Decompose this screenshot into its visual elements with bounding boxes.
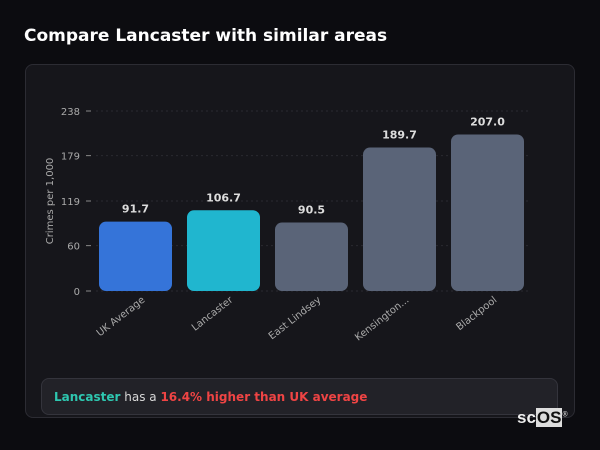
bar — [275, 222, 348, 291]
scos-logo: scOS® — [517, 408, 568, 427]
comparison-value: 16.4% higher than UK average — [160, 390, 368, 404]
y-tick-label: 119 — [61, 197, 80, 208]
area-name: Lancaster — [54, 390, 121, 404]
x-tick-label: Blackpool — [454, 295, 499, 333]
comparison-note: Lancaster has a 16.4% higher than UK ave… — [41, 378, 558, 415]
y-axis-label: Crimes per 1,000 — [45, 158, 56, 245]
y-tick-label: 238 — [61, 107, 80, 118]
note-text: has a — [120, 390, 161, 404]
data-label: 90.5 — [298, 204, 325, 217]
bar — [451, 134, 524, 291]
page-title: Compare Lancaster with similar areas — [24, 26, 388, 46]
x-tick-label: UK Average — [95, 295, 148, 339]
data-label: 91.7 — [122, 203, 149, 216]
data-label: 207.0 — [470, 115, 505, 128]
y-tick-label: 0 — [74, 287, 80, 298]
y-tick-label: 179 — [61, 152, 80, 163]
x-tick-label: East Lindsey — [267, 295, 324, 343]
data-label: 189.7 — [382, 129, 417, 142]
data-label: 106.7 — [206, 191, 241, 204]
x-tick-label: Kensington... — [353, 295, 411, 344]
bar — [99, 221, 172, 291]
bar — [363, 147, 436, 291]
bar — [187, 210, 260, 291]
y-tick-label: 60 — [67, 242, 80, 253]
x-tick-label: Lancaster — [190, 294, 236, 333]
